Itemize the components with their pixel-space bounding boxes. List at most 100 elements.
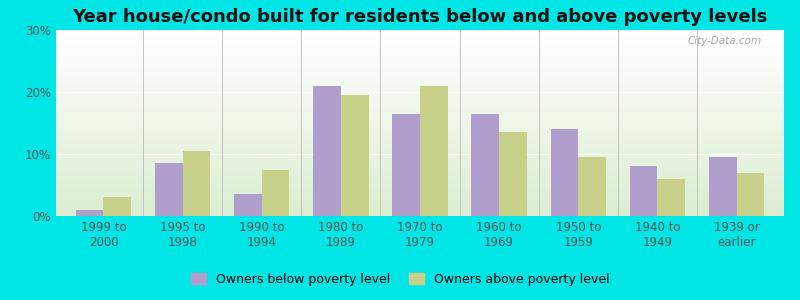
Bar	[56, 153, 784, 154]
Bar	[56, 160, 784, 161]
Bar	[56, 70, 784, 71]
Bar	[56, 65, 784, 66]
Bar	[234, 194, 262, 216]
Bar	[56, 36, 784, 37]
Bar	[658, 179, 685, 216]
Bar	[56, 109, 784, 110]
Bar	[56, 215, 784, 216]
Bar	[56, 193, 784, 194]
Bar	[56, 111, 784, 112]
Bar	[56, 55, 784, 56]
Bar	[56, 38, 784, 39]
Bar	[392, 114, 420, 216]
Bar	[56, 30, 784, 31]
Bar	[56, 42, 784, 43]
Bar	[56, 31, 784, 32]
Bar	[56, 129, 784, 130]
Bar	[56, 169, 784, 170]
Bar	[56, 168, 784, 169]
Bar	[56, 169, 784, 170]
Bar	[56, 195, 784, 196]
Bar	[56, 200, 784, 201]
Bar	[56, 40, 784, 41]
Bar	[56, 118, 784, 119]
Bar	[56, 179, 784, 180]
Bar	[56, 154, 784, 155]
Bar	[56, 104, 784, 105]
Bar	[56, 132, 784, 133]
Bar	[56, 167, 784, 168]
Bar	[56, 63, 784, 64]
Bar	[630, 167, 658, 216]
Bar	[56, 139, 784, 140]
Bar	[56, 155, 784, 157]
Bar	[420, 86, 448, 216]
Text: City-Data.com: City-Data.com	[688, 36, 762, 46]
Bar	[550, 129, 578, 216]
Bar	[56, 84, 784, 85]
Bar	[56, 197, 784, 198]
Bar	[56, 125, 784, 126]
Bar	[56, 149, 784, 150]
Bar	[737, 172, 764, 216]
Bar	[56, 78, 784, 79]
Bar	[56, 184, 784, 185]
Bar	[56, 138, 784, 139]
Bar	[471, 114, 499, 216]
Bar	[56, 128, 784, 129]
Bar	[56, 180, 784, 181]
Bar	[56, 114, 784, 115]
Legend: Owners below poverty level, Owners above poverty level: Owners below poverty level, Owners above…	[186, 268, 614, 291]
Bar	[56, 191, 784, 192]
Bar	[56, 166, 784, 167]
Bar	[56, 164, 784, 165]
Bar	[56, 203, 784, 204]
Bar	[56, 41, 784, 42]
Bar	[56, 71, 784, 72]
Bar	[56, 86, 784, 87]
Bar	[56, 190, 784, 191]
Bar	[499, 132, 527, 216]
Bar	[56, 56, 784, 57]
Bar	[56, 163, 784, 164]
Bar	[56, 45, 784, 46]
Bar	[56, 107, 784, 108]
Bar	[56, 201, 784, 202]
Bar	[56, 214, 784, 215]
Bar	[56, 51, 784, 52]
Bar	[56, 213, 784, 214]
Bar	[56, 196, 784, 197]
Bar	[56, 32, 784, 33]
Bar	[56, 137, 784, 138]
Bar	[56, 161, 784, 162]
Bar	[56, 60, 784, 61]
Bar	[56, 211, 784, 212]
Bar	[709, 157, 737, 216]
Bar	[56, 74, 784, 75]
Bar	[578, 157, 606, 216]
Bar	[56, 108, 784, 109]
Bar	[56, 141, 784, 142]
Bar	[56, 198, 784, 199]
Bar	[56, 92, 784, 93]
Bar	[56, 34, 784, 36]
Bar	[56, 209, 784, 210]
Bar	[56, 48, 784, 49]
Bar	[56, 131, 784, 132]
Bar	[56, 49, 784, 50]
Bar	[56, 106, 784, 107]
Bar	[56, 151, 784, 152]
Bar	[56, 77, 784, 78]
Bar	[56, 61, 784, 62]
Bar	[56, 143, 784, 144]
Bar	[56, 178, 784, 179]
Bar	[56, 44, 784, 45]
Bar	[56, 117, 784, 118]
Bar	[313, 86, 341, 216]
Bar	[56, 100, 784, 101]
Bar	[56, 148, 784, 149]
Bar	[56, 181, 784, 182]
Bar	[56, 135, 784, 136]
Bar	[56, 95, 784, 96]
Bar	[56, 64, 784, 65]
